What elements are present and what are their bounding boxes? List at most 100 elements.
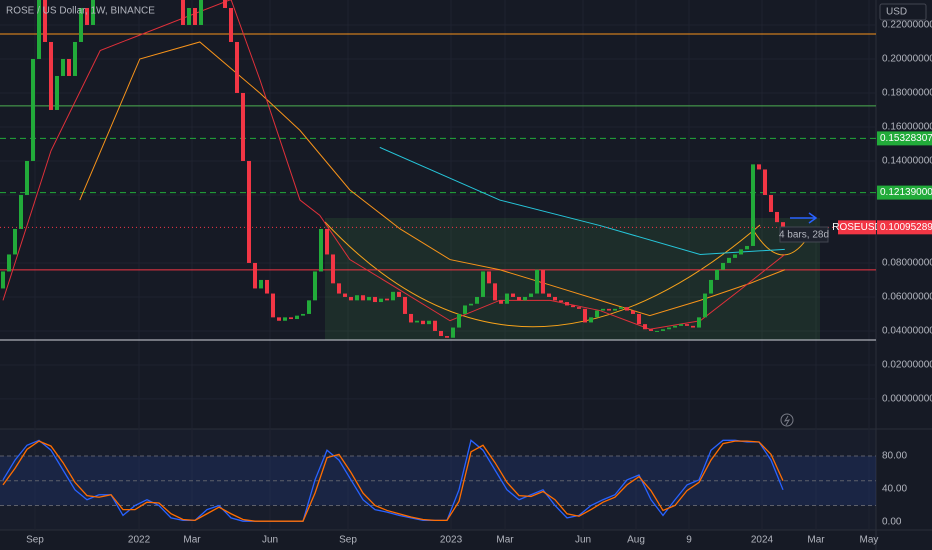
- candle: [709, 279, 713, 294]
- chart-title: ROSE / US Dollar, 1W, BINANCE: [6, 6, 155, 17]
- candle: [691, 325, 695, 328]
- last-price-bg: [877, 220, 932, 235]
- candle: [505, 293, 509, 304]
- candle: [727, 257, 731, 263]
- currency[interactable]: USD: [886, 7, 907, 18]
- x-tick-label: Sep: [339, 535, 357, 546]
- candle: [319, 228, 323, 272]
- alert-icon-bolt: [783, 415, 791, 426]
- candle: [253, 262, 257, 289]
- candle: [259, 279, 263, 289]
- candle: [367, 296, 371, 301]
- candle: [31, 58, 35, 161]
- candle: [631, 310, 635, 314]
- candle: [271, 293, 275, 318]
- candle: [655, 330, 659, 332]
- candle: [499, 300, 503, 304]
- y-tick-label: 0.20000000: [882, 54, 932, 65]
- candle: [619, 307, 623, 309]
- y-tick-label: 0.14000000: [882, 156, 932, 167]
- candle: [343, 293, 347, 297]
- annotation-box: [779, 226, 829, 243]
- candle: [241, 92, 245, 161]
- candle: [559, 300, 563, 303]
- candle: [541, 269, 545, 294]
- candle: [415, 320, 419, 323]
- candle: [223, 0, 227, 8]
- candle: [697, 317, 701, 328]
- candle: [661, 329, 665, 331]
- candle: [571, 305, 575, 308]
- candle: [373, 296, 377, 303]
- candle: [487, 271, 491, 284]
- candle: [583, 308, 587, 323]
- candle: [409, 313, 413, 323]
- candle: [463, 305, 467, 314]
- ma-line: [379, 146, 785, 255]
- candle: [403, 296, 407, 314]
- candle: [379, 298, 383, 303]
- candle: [667, 327, 671, 330]
- annotation: 4 bars, 28d: [779, 230, 829, 241]
- candle: [331, 254, 335, 284]
- candle: [397, 291, 401, 297]
- y-tick-label: 0.00000000: [882, 394, 932, 405]
- osc-tick-label: 0.00: [882, 517, 902, 528]
- candle: [187, 7, 191, 25]
- candle: [301, 313, 305, 316]
- candle: [433, 320, 437, 331]
- x-tick-label: Mar: [183, 535, 201, 546]
- candle: [55, 75, 59, 110]
- candle: [73, 41, 77, 76]
- y-tick-label: 0.18000000: [882, 88, 932, 99]
- x-tick-label: Jun: [575, 535, 591, 546]
- level-label: 0.15328307: [880, 133, 932, 144]
- candle: [517, 296, 521, 301]
- candle: [763, 169, 767, 195]
- osc-tick-label: 80.00: [882, 451, 907, 462]
- candle: [325, 228, 329, 255]
- candle: [337, 283, 341, 294]
- candle: [577, 307, 581, 309]
- projection-arrow-head: [808, 212, 818, 224]
- candle: [25, 160, 29, 195]
- candle: [703, 293, 707, 318]
- last-price-label: 0.10095289: [880, 222, 932, 233]
- y-tick-label: 0.08000000: [882, 258, 932, 269]
- candle: [607, 308, 611, 311]
- candle: [673, 325, 677, 328]
- x-tick-label: Mar: [807, 535, 825, 546]
- candle: [523, 296, 527, 301]
- candle: [679, 324, 683, 326]
- oscillator-pane: [0, 429, 876, 530]
- candle: [295, 315, 299, 320]
- candle: [481, 271, 485, 297]
- level-label-bg: [877, 131, 932, 146]
- candle: [13, 228, 17, 255]
- candle: [589, 317, 593, 323]
- x-tick-label: 9: [686, 535, 692, 546]
- candle: [421, 320, 425, 325]
- candle: [757, 164, 761, 170]
- candle: [457, 313, 461, 328]
- candle: [775, 211, 779, 223]
- handle-curve: [751, 227, 807, 256]
- candle: [361, 295, 365, 301]
- candle: [553, 296, 557, 301]
- candle: [745, 245, 749, 250]
- candle: [37, 0, 41, 59]
- oscillator-line: [2, 439, 784, 522]
- y-tick-label: 0.16000000: [882, 122, 932, 133]
- currency-button[interactable]: [879, 3, 927, 21]
- candle: [643, 324, 647, 330]
- candle: [781, 222, 785, 229]
- candle: [49, 41, 53, 110]
- candle: [349, 296, 353, 301]
- candle: [43, 0, 47, 42]
- candle: [265, 279, 269, 294]
- candle: [199, 0, 203, 25]
- x-tick-label: Jun: [262, 535, 278, 546]
- candle: [469, 303, 473, 306]
- candle: [595, 310, 599, 318]
